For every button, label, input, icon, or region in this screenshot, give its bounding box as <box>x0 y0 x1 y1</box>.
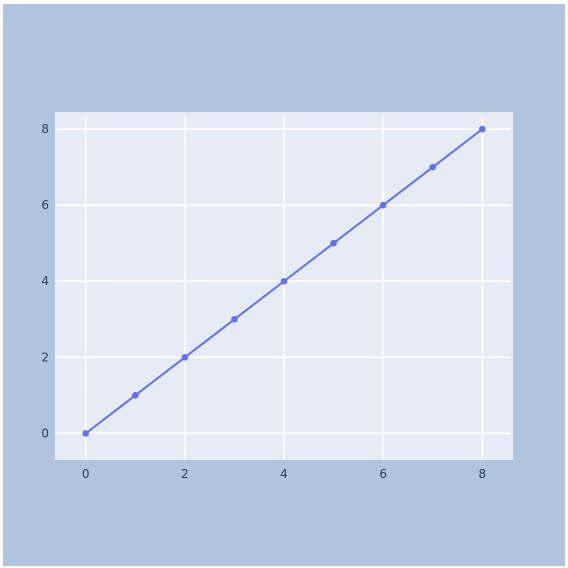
y-tick-label: 6 <box>41 198 49 212</box>
data-point <box>280 277 288 285</box>
data-series <box>82 125 486 437</box>
data-point <box>379 201 387 209</box>
y-tick-label: 4 <box>41 274 49 288</box>
x-tick-label: 8 <box>478 467 486 481</box>
y-tick-label: 2 <box>41 350 49 364</box>
x-tick-label: 0 <box>82 467 90 481</box>
line-chart: 0 2 4 6 8 0 2 4 6 8 <box>3 4 565 566</box>
x-tick-label: 6 <box>379 467 387 481</box>
y-tick-label: 8 <box>41 122 49 136</box>
data-point <box>330 239 337 247</box>
data-point <box>478 125 486 133</box>
chart-figure: 0 2 4 6 8 0 2 4 6 8 <box>3 4 565 566</box>
y-tick-label: 0 <box>41 426 49 440</box>
data-point <box>131 392 139 399</box>
x-tick-label: 2 <box>181 467 189 481</box>
data-point <box>82 430 90 437</box>
x-gridlines <box>84 116 484 460</box>
y-axis-tick-labels: 0 2 4 6 8 <box>41 122 49 440</box>
data-point <box>231 315 238 323</box>
data-point <box>429 163 437 171</box>
x-tick-label: 4 <box>280 467 288 481</box>
x-axis-tick-labels: 0 2 4 6 8 <box>82 467 486 481</box>
data-point <box>181 354 189 361</box>
